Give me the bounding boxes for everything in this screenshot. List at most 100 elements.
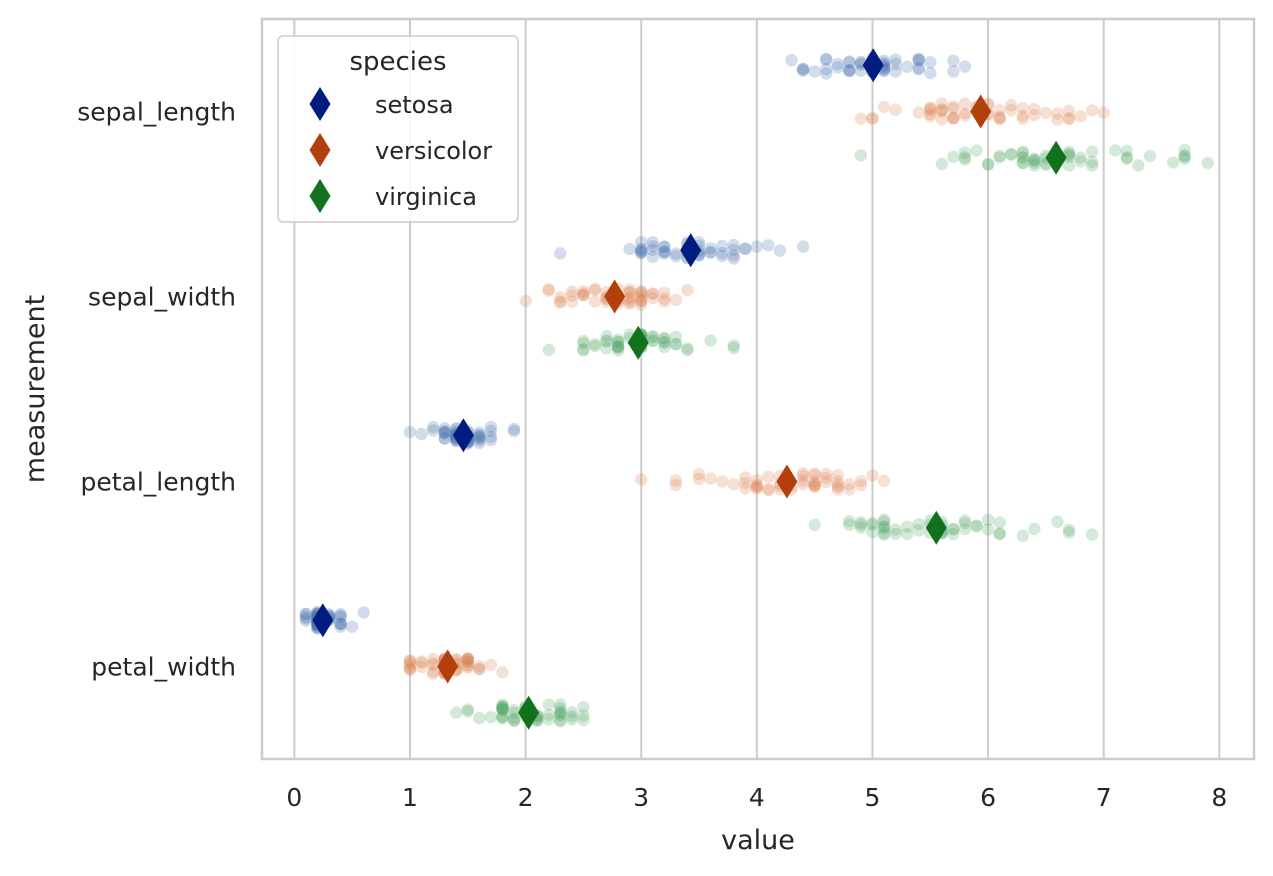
data-point-virginica bbox=[854, 521, 868, 534]
data-point-versicolor bbox=[542, 284, 555, 297]
data-point-virginica bbox=[496, 702, 509, 715]
mean-marker-versicolor bbox=[970, 94, 992, 129]
data-point-virginica bbox=[1028, 522, 1041, 536]
data-point-virginica bbox=[611, 340, 625, 353]
x-axis-title: value bbox=[721, 825, 795, 856]
x-tick-label: 3 bbox=[633, 783, 649, 812]
data-point-setosa bbox=[334, 620, 347, 633]
data-point-versicolor bbox=[565, 289, 579, 302]
data-point-versicolor bbox=[796, 469, 810, 482]
data-point-setosa bbox=[739, 242, 752, 256]
data-point-setosa bbox=[889, 65, 902, 78]
data-point-virginica bbox=[588, 337, 602, 351]
data-point-versicolor bbox=[924, 104, 937, 117]
data-point-setosa bbox=[912, 53, 925, 67]
data-point-setosa bbox=[554, 247, 567, 260]
data-point-versicolor bbox=[993, 110, 1006, 124]
legend-title: species bbox=[349, 47, 446, 77]
data-point-virginica bbox=[681, 343, 694, 357]
data-point-setosa bbox=[438, 432, 451, 445]
data-point-virginica bbox=[1201, 156, 1214, 170]
data-point-versicolor bbox=[635, 473, 648, 486]
data-point-setosa bbox=[635, 246, 648, 260]
data-point-versicolor bbox=[808, 478, 821, 491]
data-point-setosa bbox=[669, 247, 683, 260]
data-point-versicolor bbox=[426, 657, 440, 670]
data-point-setosa bbox=[299, 610, 313, 624]
data-point-versicolor bbox=[808, 480, 821, 493]
data-point-setosa bbox=[403, 425, 417, 439]
data-point-setosa bbox=[345, 620, 359, 633]
data-point-setosa bbox=[658, 240, 671, 253]
data-point-setosa bbox=[438, 426, 451, 440]
data-point-setosa bbox=[426, 420, 440, 434]
data-point-versicolor bbox=[993, 103, 1006, 117]
data-point-versicolor bbox=[820, 475, 833, 489]
data-point-versicolor bbox=[635, 294, 648, 308]
x-tick-label: 7 bbox=[1096, 783, 1112, 812]
data-point-versicolor bbox=[889, 103, 902, 117]
data-point-virginica bbox=[565, 706, 579, 719]
data-point-versicolor bbox=[554, 291, 567, 304]
mean-marker-virginica bbox=[627, 325, 649, 360]
data-point-versicolor bbox=[877, 100, 891, 114]
data-point-versicolor bbox=[461, 655, 474, 669]
data-point-versicolor bbox=[554, 295, 567, 308]
data-point-setosa bbox=[912, 61, 925, 75]
data-point-versicolor bbox=[461, 652, 474, 665]
data-point-versicolor bbox=[658, 295, 671, 308]
data-point-virginica bbox=[669, 330, 683, 344]
data-point-versicolor bbox=[1062, 104, 1076, 118]
data-point-setosa bbox=[357, 606, 370, 619]
data-point-virginica bbox=[935, 157, 949, 171]
data-point-versicolor bbox=[403, 656, 417, 669]
data-point-versicolor bbox=[623, 297, 636, 310]
data-point-versicolor bbox=[739, 476, 752, 490]
data-point-setosa bbox=[843, 56, 856, 69]
x-tick-label: 5 bbox=[865, 783, 881, 812]
data-point-versicolor bbox=[461, 653, 474, 666]
data-point-setosa bbox=[415, 427, 428, 441]
data-point-virginica bbox=[554, 708, 567, 721]
data-point-versicolor bbox=[1016, 109, 1029, 122]
data-point-setosa bbox=[762, 239, 775, 252]
data-point-virginica bbox=[577, 334, 590, 348]
data-point-virginica bbox=[496, 711, 509, 725]
data-point-setosa bbox=[646, 239, 659, 253]
data-point-setosa bbox=[646, 236, 659, 249]
data-point-virginica bbox=[577, 337, 590, 350]
data-point-virginica bbox=[577, 713, 590, 727]
data-point-virginica bbox=[1109, 144, 1122, 157]
data-point-versicolor bbox=[635, 285, 648, 298]
data-point-virginica bbox=[1028, 156, 1041, 170]
data-point-versicolor bbox=[577, 287, 590, 300]
data-point-versicolor bbox=[577, 285, 590, 298]
data-point-versicolor bbox=[577, 288, 590, 302]
data-point-versicolor bbox=[704, 472, 717, 485]
data-point-virginica bbox=[577, 709, 590, 722]
data-point-virginica bbox=[1016, 146, 1029, 160]
data-point-setosa bbox=[727, 243, 740, 257]
data-point-virginica bbox=[877, 520, 891, 534]
data-point-versicolor bbox=[958, 109, 972, 122]
data-point-versicolor bbox=[727, 478, 740, 491]
data-point-versicolor bbox=[947, 111, 960, 125]
data-point-setosa bbox=[831, 57, 844, 71]
data-point-versicolor bbox=[1051, 113, 1064, 126]
data-point-versicolor bbox=[935, 113, 949, 126]
data-point-versicolor bbox=[843, 483, 856, 496]
data-point-virginica bbox=[1028, 154, 1041, 167]
data-point-virginica bbox=[970, 519, 983, 532]
x-tick-label: 0 bbox=[286, 783, 302, 812]
data-point-virginica bbox=[993, 527, 1006, 541]
data-point-versicolor bbox=[484, 658, 498, 672]
data-point-versicolor bbox=[588, 295, 602, 308]
data-point-setosa bbox=[438, 424, 451, 438]
data-point-setosa bbox=[947, 54, 960, 68]
data-point-versicolor bbox=[762, 483, 775, 496]
data-point-versicolor bbox=[473, 662, 486, 676]
data-point-virginica bbox=[900, 520, 914, 533]
data-point-virginica bbox=[854, 518, 868, 531]
data-point-virginica bbox=[669, 337, 683, 351]
data-point-virginica bbox=[1005, 147, 1018, 161]
